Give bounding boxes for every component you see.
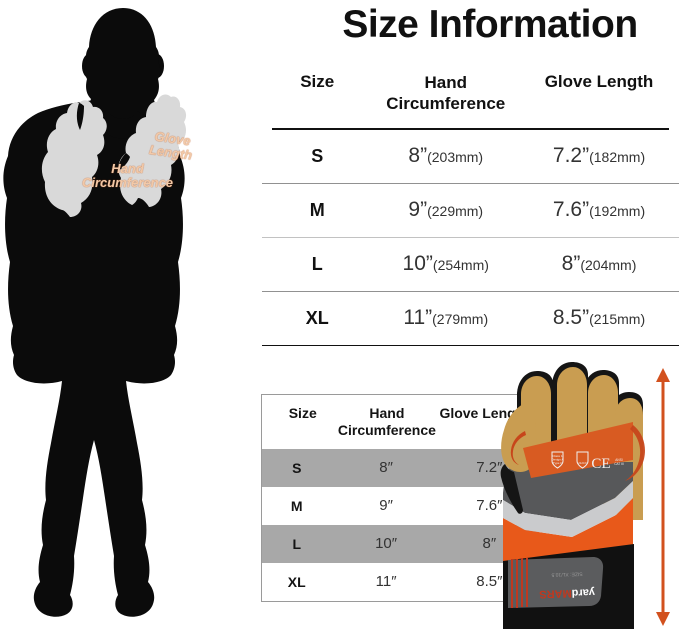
svg-text:CE: CE <box>591 456 610 472</box>
svg-text:Type F: Type F <box>553 461 562 465</box>
svg-text:yardMARS: yardMARS <box>539 586 595 600</box>
svg-text:212CX: 212CX <box>578 461 587 465</box>
svg-text:CAT III: CAT III <box>614 462 624 466</box>
svg-text:SIZE: XL/10.5: SIZE: XL/10.5 <box>551 570 583 577</box>
